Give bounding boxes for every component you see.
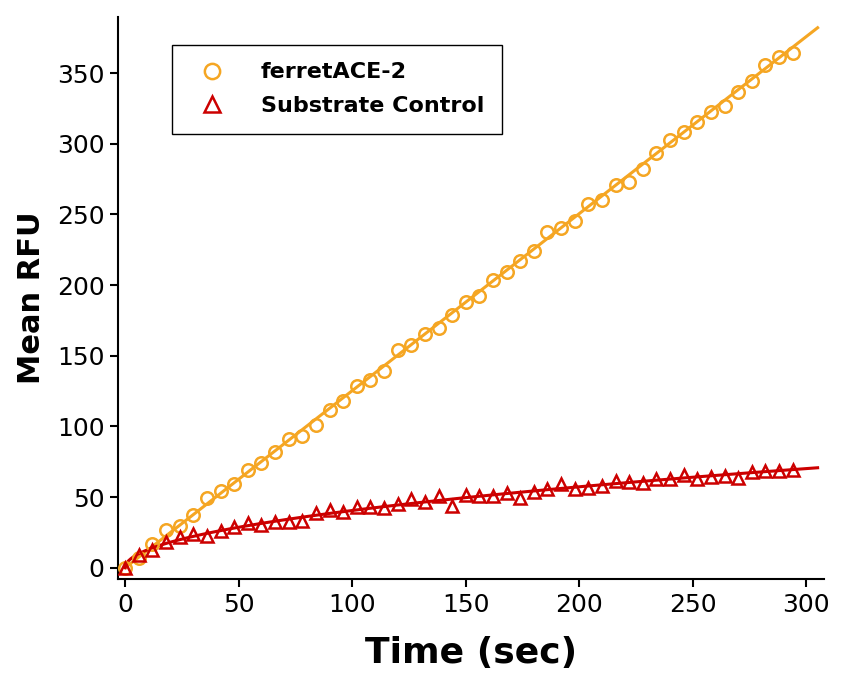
Y-axis label: Mean RFU: Mean RFU (17, 212, 46, 384)
Legend: ferretACE-2, Substrate Control: ferretACE-2, Substrate Control (172, 45, 502, 133)
X-axis label: Time (sec): Time (sec) (365, 636, 577, 671)
